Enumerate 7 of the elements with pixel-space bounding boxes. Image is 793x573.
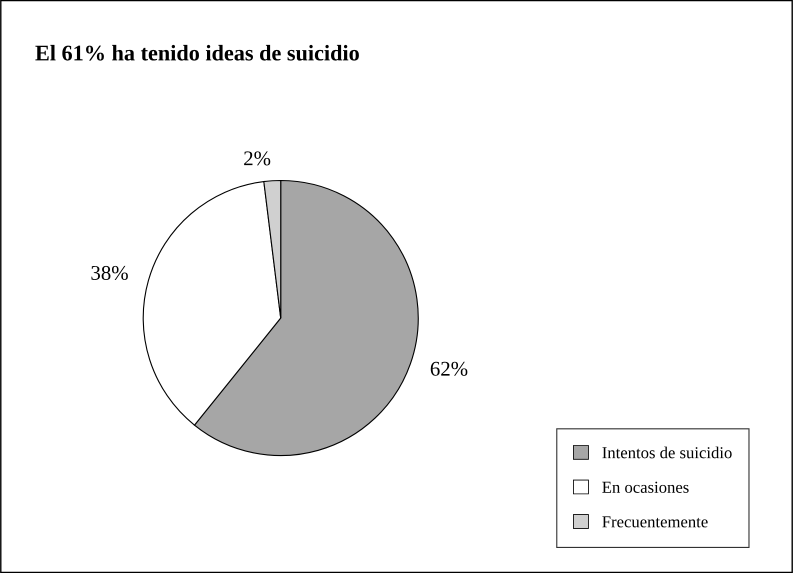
legend-label: En ocasiones — [602, 482, 689, 493]
data-label: 62% — [430, 362, 468, 376]
data-label: 2% — [244, 151, 270, 166]
legend-label: Intentos de suicidio — [602, 446, 732, 458]
legend-label: Frecuentemente — [602, 516, 708, 528]
data-label: 38% — [91, 266, 128, 280]
chart-title: El 61% ha tenido ideas de suicidio — [35, 44, 359, 61]
